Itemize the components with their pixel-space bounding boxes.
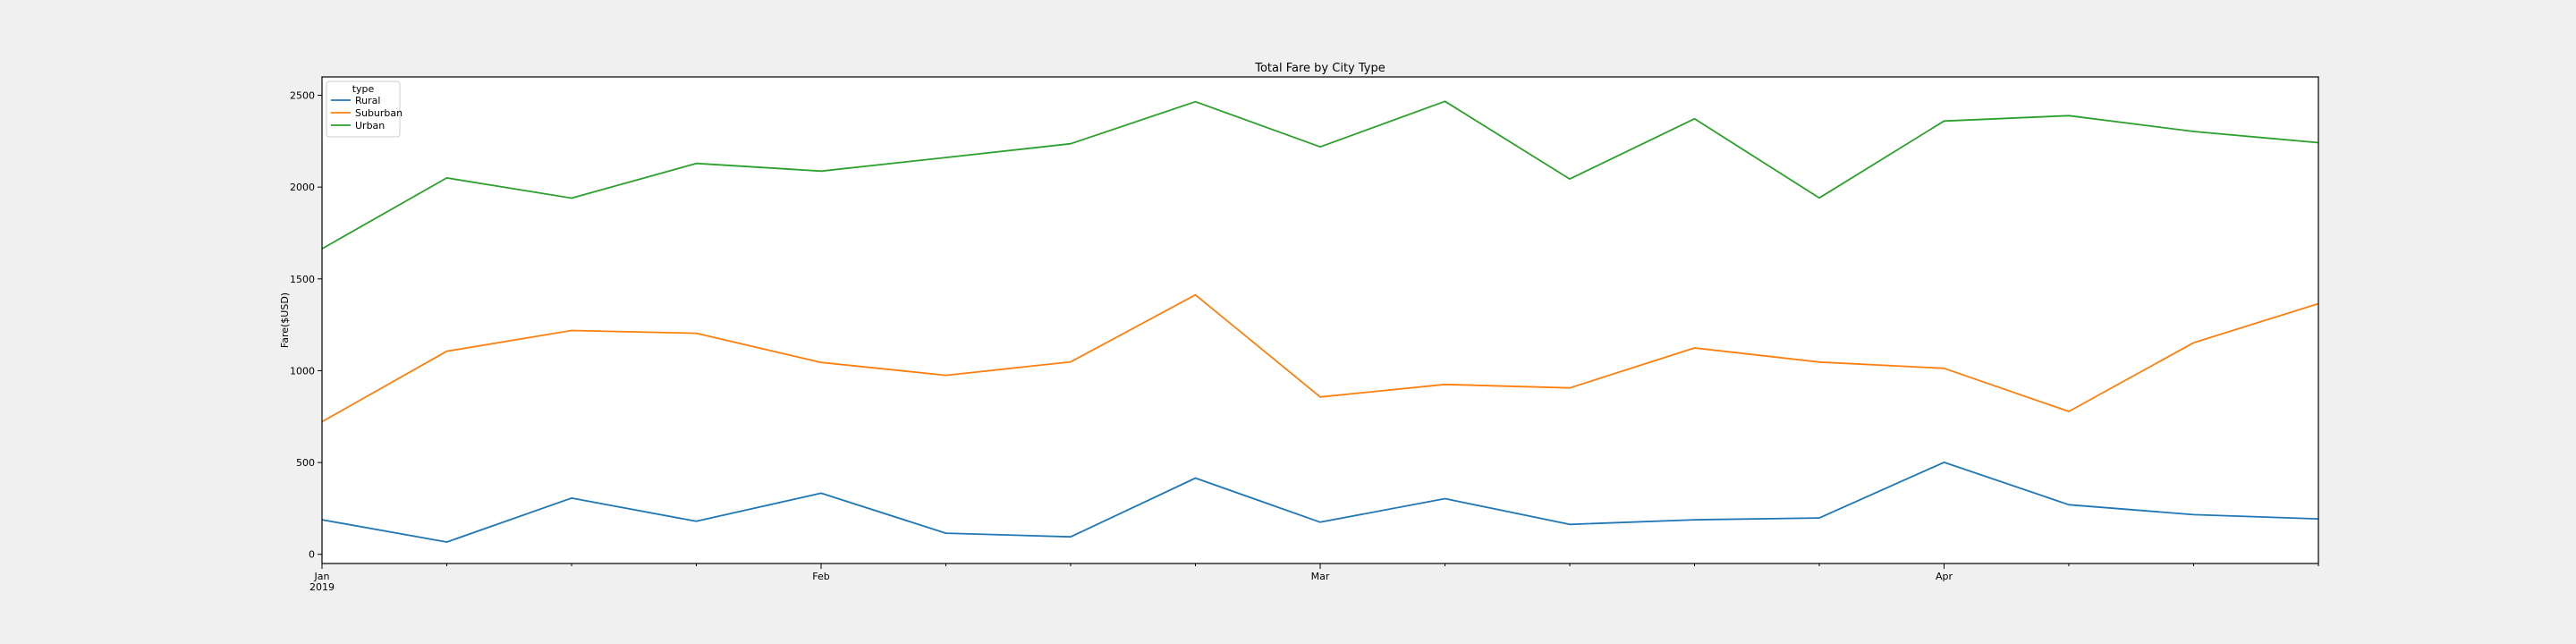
series-line-rural bbox=[321, 462, 2319, 543]
y-tick-label: 500 bbox=[296, 457, 315, 469]
series-line-suburban bbox=[321, 293, 2319, 423]
y-axis: 0 500 1000 1500 2000 2500 bbox=[290, 90, 322, 561]
x-tick-label: Apr bbox=[1936, 571, 1953, 582]
y-tick-label: 2000 bbox=[290, 182, 315, 193]
series-line-urban bbox=[321, 100, 2319, 250]
series-lines bbox=[321, 100, 2319, 543]
chart-title: Total Fare by City Type bbox=[1254, 62, 1385, 75]
y-axis-label: Fare($USD) bbox=[279, 292, 291, 348]
x-tick-label: Jan bbox=[314, 571, 330, 582]
legend-box bbox=[326, 80, 401, 138]
x-tick-label: Mar bbox=[1311, 571, 1330, 582]
y-tick-label: 0 bbox=[309, 549, 315, 561]
legend-label-rural: Rural bbox=[355, 95, 380, 106]
legend-label-suburban: Suburban bbox=[355, 107, 402, 119]
legend-label-urban: Urban bbox=[355, 120, 385, 131]
y-tick-label: 1000 bbox=[290, 365, 315, 377]
y-tick-label: 1500 bbox=[290, 274, 315, 285]
x-tick-label: Feb bbox=[812, 571, 829, 582]
plot-area bbox=[322, 77, 2318, 564]
plot-frame bbox=[321, 76, 2319, 564]
y-tick-label: 2500 bbox=[290, 90, 315, 102]
legend-title: type bbox=[352, 83, 375, 95]
x-tick-sublabel: 2019 bbox=[309, 581, 335, 593]
